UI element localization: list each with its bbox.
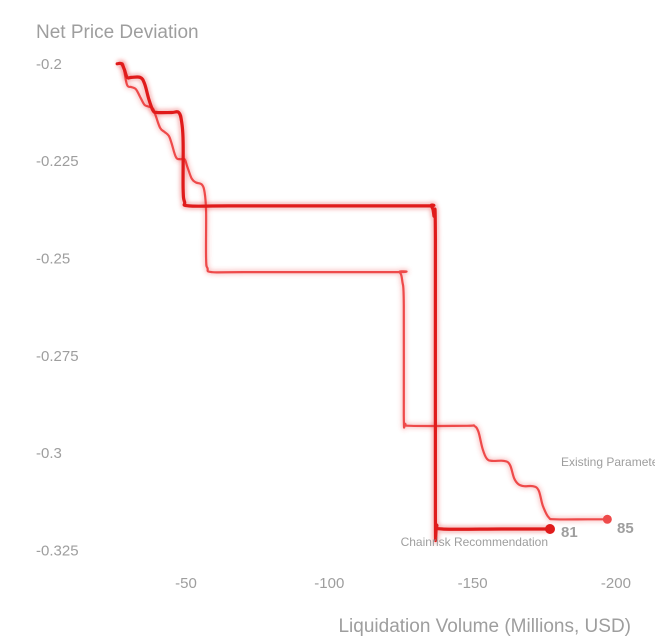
x-tick-label: -100: [314, 575, 344, 592]
existing-end-point: [602, 514, 612, 524]
y-tick-label: -0.225: [36, 153, 79, 170]
x-tick-label: -150: [458, 575, 488, 592]
series-chainrisk-recommendation: [115, 60, 556, 544]
recommendation-line: [115, 61, 552, 542]
y-tick-label: -0.325: [36, 542, 79, 559]
x-tick-label: -200: [601, 575, 631, 592]
existing-line-glow: [119, 60, 608, 522]
x-tick-label: -50: [175, 575, 197, 592]
y-axis-title: Net Price Deviation: [36, 22, 199, 43]
series-existing-parameter: [119, 60, 612, 524]
recommendation-end-value: 81: [561, 524, 578, 541]
recommendation-end-point: [545, 524, 556, 535]
y-tick-label: -0.2: [36, 56, 62, 73]
y-axis-ticks: -0.2 -0.225 -0.25 -0.275 -0.3 -0.325: [36, 56, 79, 560]
x-axis-title: Liquidation Volume (Millions, USD): [338, 616, 631, 637]
y-tick-label: -0.25: [36, 250, 70, 267]
chainrisk-recommendation-label: Chainrisk Recommendation: [401, 535, 548, 549]
y-tick-label: -0.3: [36, 445, 62, 462]
existing-end-value: 85: [617, 520, 634, 537]
x-axis-ticks: -50 -100 -150 -200: [175, 575, 631, 592]
y-tick-label: -0.275: [36, 348, 79, 365]
existing-parameter-label: Existing Parameter: [561, 455, 655, 469]
existing-line: [119, 62, 609, 521]
